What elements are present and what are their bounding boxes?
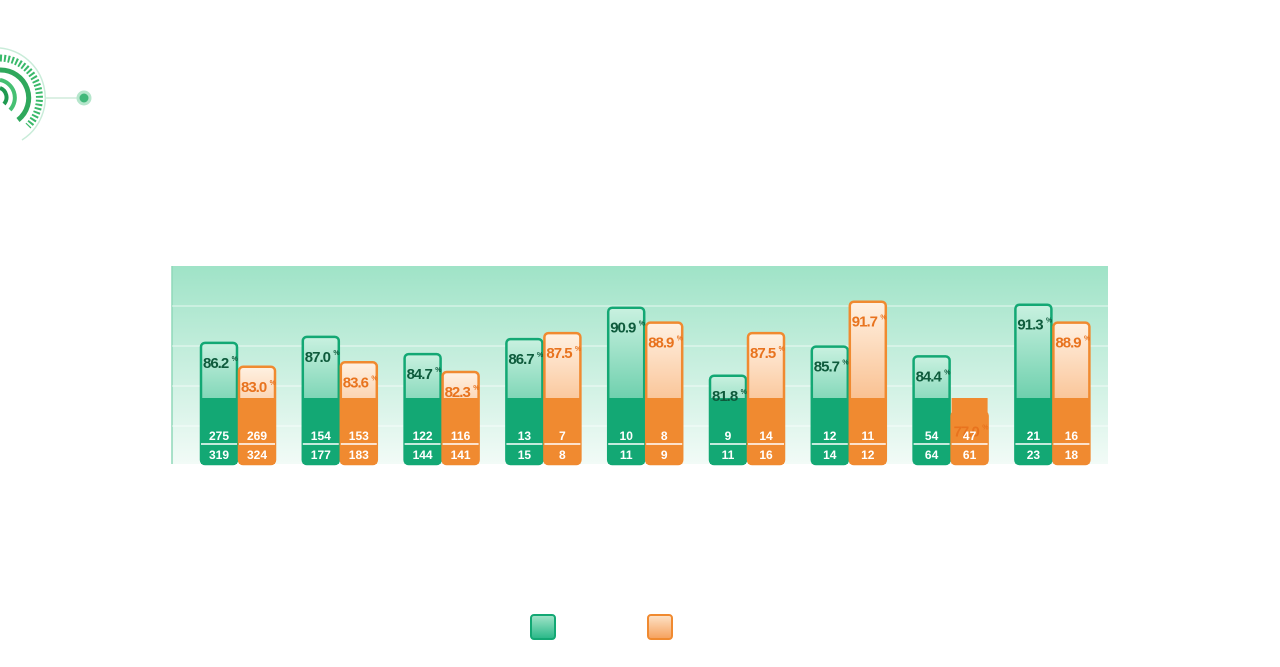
pct-sign: % xyxy=(1046,318,1053,325)
pct-sign: % xyxy=(435,367,442,374)
green-bar-base xyxy=(404,398,441,464)
green-bar-base xyxy=(608,398,645,464)
denominator-label: 177 xyxy=(311,448,331,462)
pct-data-label: 87.5 xyxy=(546,345,572,362)
pct-data-label: 77.0 xyxy=(954,424,980,441)
pct-data-label: 88.9 xyxy=(648,335,674,352)
denominator-label: 61 xyxy=(963,448,977,462)
pct-sign: % xyxy=(639,321,646,328)
numerator-label: 153 xyxy=(349,429,369,443)
numerator-label: 8 xyxy=(661,429,668,443)
pct-data-label: 87.0 xyxy=(305,349,331,366)
green-bar-base xyxy=(506,398,543,464)
numerator-label: 14 xyxy=(759,429,773,443)
denominator-label: 23 xyxy=(1027,448,1041,462)
denominator-label: 18 xyxy=(1065,448,1079,462)
denominator-label: 15 xyxy=(518,448,532,462)
pct-sign: % xyxy=(575,346,582,353)
pct-data-label: 90.9 xyxy=(610,320,636,337)
pct-sign: % xyxy=(537,352,544,359)
legend-green-swatch xyxy=(530,614,556,640)
green-bar-base xyxy=(811,398,848,464)
denominator-label: 183 xyxy=(349,448,369,462)
green-bar-base xyxy=(201,398,237,464)
numerator-label: 275 xyxy=(209,429,229,443)
numerator-label: 47 xyxy=(963,429,977,443)
numerator-label: 21 xyxy=(1027,429,1041,443)
green-bar-base xyxy=(913,398,950,464)
denominator-label: 8 xyxy=(559,448,566,462)
orange-bar-base xyxy=(340,398,377,464)
pct-data-label: 84.4 xyxy=(916,368,943,385)
pct-data-label: 88.9 xyxy=(1055,335,1081,352)
denominator-label: 9 xyxy=(661,448,668,462)
orange-bar-base xyxy=(951,398,988,464)
pct-sign: % xyxy=(944,369,951,376)
orange-bar-base xyxy=(748,398,784,464)
denominator-label: 12 xyxy=(861,448,875,462)
numerator-label: 13 xyxy=(518,429,532,443)
green-bar-base xyxy=(1015,398,1052,464)
legend-orange-swatch xyxy=(647,614,673,640)
pct-sign: % xyxy=(1084,336,1091,343)
pct-sign: % xyxy=(473,385,480,392)
denominator-label: 11 xyxy=(620,448,633,462)
pct-sign: % xyxy=(842,360,849,367)
numerator-label: 16 xyxy=(1065,429,1079,443)
pct-sign: % xyxy=(982,425,989,432)
orange-bar-base xyxy=(442,398,479,464)
denominator-label: 141 xyxy=(451,448,471,462)
pct-sign: % xyxy=(677,336,684,343)
pct-data-label: 84.7 xyxy=(407,366,433,383)
orange-bar-base xyxy=(1053,398,1090,464)
orange-bar-base xyxy=(544,398,581,464)
decorative-target-icon xyxy=(0,47,92,141)
pct-data-label: 86.2 xyxy=(203,355,229,372)
numerator-label: 11 xyxy=(861,429,874,443)
numerator-label: 9 xyxy=(725,429,732,443)
numerator-label: 269 xyxy=(247,429,267,443)
orange-bar-base xyxy=(849,398,886,464)
denominator-label: 324 xyxy=(247,448,267,462)
pct-data-label: 81.8 xyxy=(712,388,738,405)
pct-sign: % xyxy=(741,389,748,396)
numerator-label: 154 xyxy=(311,429,331,443)
pct-sign: % xyxy=(333,350,340,357)
numerator-label: 10 xyxy=(620,429,634,443)
orange-bar-base xyxy=(239,398,275,464)
numerator-label: 54 xyxy=(925,429,939,443)
green-bar-base xyxy=(710,398,746,464)
green-bar-base xyxy=(302,398,339,464)
numerator-label: 122 xyxy=(413,429,433,443)
pct-data-label: 83.6 xyxy=(343,374,369,391)
pct-data-label: 82.3 xyxy=(445,384,471,401)
numerator-label: 116 xyxy=(451,429,471,443)
denominator-label: 16 xyxy=(759,448,773,462)
denominator-label: 14 xyxy=(823,448,837,462)
denominator-label: 64 xyxy=(925,448,939,462)
pct-data-label: 91.3 xyxy=(1017,317,1043,334)
pct-sign: % xyxy=(779,346,786,353)
pct-sign: % xyxy=(880,315,887,322)
pct-sign: % xyxy=(270,380,277,387)
pct-sign: % xyxy=(371,375,378,382)
denominator-label: 11 xyxy=(722,448,735,462)
pct-data-label: 86.7 xyxy=(508,351,534,368)
pct-sign: % xyxy=(232,356,239,363)
denominator-label: 144 xyxy=(413,448,433,462)
denominator-label: 319 xyxy=(209,448,229,462)
pct-data-label: 91.7 xyxy=(852,314,878,331)
pct-data-label: 85.7 xyxy=(814,359,840,376)
numerator-label: 7 xyxy=(559,429,566,443)
numerator-label: 12 xyxy=(823,429,837,443)
pct-data-label: 87.5 xyxy=(750,345,776,362)
pct-data-label: 83.0 xyxy=(241,379,267,396)
orange-bar-base xyxy=(646,398,683,464)
